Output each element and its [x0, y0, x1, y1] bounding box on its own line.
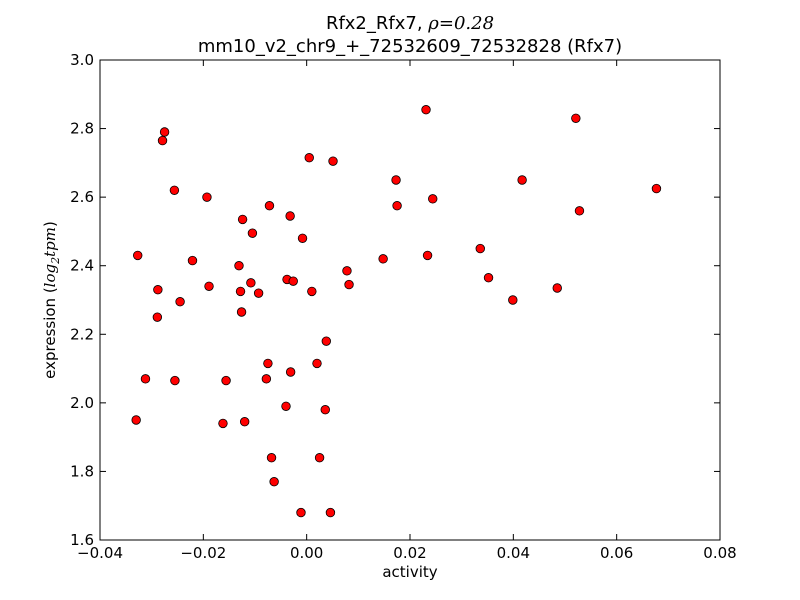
y-tick-label: 1.8 [70, 462, 94, 480]
x-tick-label: 0.08 [703, 544, 736, 562]
data-point [175, 297, 185, 307]
data-point [312, 358, 322, 369]
data-point [187, 255, 198, 266]
data-point [266, 453, 277, 463]
data-points [131, 105, 662, 518]
y-tick-label: 1.6 [70, 531, 94, 549]
y-axis-label-prefix: expression ( [41, 287, 59, 379]
data-point [235, 286, 246, 297]
data-point [320, 405, 330, 415]
data-point [152, 312, 163, 322]
data-point [421, 105, 431, 115]
data-point [328, 156, 338, 166]
chart-title: Rfx2_Rfx7, ρ=0.28 [326, 13, 494, 34]
data-point [285, 367, 296, 377]
data-point [325, 507, 336, 518]
data-point [378, 254, 388, 264]
y-axis-label-subscript: 2 [49, 257, 62, 265]
x-tick-label: 0.02 [393, 544, 426, 562]
data-point [285, 211, 295, 221]
y-tick-label: 2.0 [70, 394, 94, 412]
data-point [239, 417, 250, 427]
x-axis-label: activity [382, 563, 437, 581]
axis-ticks: −0.04 −0.02 0.00 0.02 0.04 0.06 0.08 1.6 1.8 2.0 2… [70, 51, 737, 562]
data-point [475, 243, 485, 254]
data-point [344, 279, 354, 290]
data-point [140, 374, 151, 384]
data-point [288, 276, 298, 286]
data-point [321, 336, 332, 346]
y-tick-label: 2.2 [70, 325, 94, 343]
chart-title-stat-symbol: ρ [427, 13, 439, 34]
data-point [428, 194, 438, 204]
data-point [552, 283, 562, 293]
data-point [204, 281, 214, 291]
x-tick-label: 0.00 [290, 544, 323, 562]
data-point [237, 214, 248, 225]
data-point [342, 266, 352, 276]
data-point [133, 250, 143, 261]
data-point [422, 250, 433, 261]
x-tick-label: 0.04 [497, 544, 530, 562]
data-point [221, 375, 231, 386]
x-tick-label: −0.04 [77, 544, 123, 562]
data-point [517, 175, 527, 185]
data-point [264, 201, 275, 211]
data-point [304, 153, 314, 163]
plot-area [99, 59, 721, 541]
data-point [571, 113, 581, 123]
data-point [170, 375, 180, 386]
data-point [263, 358, 273, 369]
data-point [483, 273, 494, 283]
y-axis-label: expression (log2tpm) [41, 221, 62, 379]
data-point [307, 286, 317, 297]
data-point [281, 401, 291, 411]
x-tick-label: 0.06 [600, 544, 633, 562]
data-point [157, 135, 168, 146]
y-tick-label: 2.6 [70, 188, 94, 206]
data-point [246, 278, 256, 288]
data-point [236, 307, 247, 317]
data-point [574, 206, 585, 216]
chart-subtitle: mm10_v2_chr9_+_72532609_72532828 (Rfx7) [198, 36, 622, 57]
y-axis-label-log: log [41, 264, 59, 287]
data-point [392, 201, 402, 211]
data-point [202, 192, 212, 202]
data-point [297, 233, 308, 243]
data-point [296, 507, 306, 518]
y-tick-label: 2.8 [70, 120, 94, 138]
y-axis-label-suffix: ) [41, 221, 59, 227]
data-point [218, 418, 228, 429]
data-point [169, 185, 180, 195]
data-point [159, 127, 170, 137]
data-point [247, 228, 258, 238]
y-axis-label-tpm: tpm [41, 227, 59, 257]
y-tick-label: 3.0 [70, 51, 94, 69]
data-point [234, 261, 244, 271]
data-point [314, 453, 325, 463]
x-tick-label: −0.02 [180, 544, 226, 562]
data-point [651, 183, 662, 194]
data-point [508, 295, 518, 305]
data-point [391, 175, 401, 185]
data-point [153, 285, 163, 295]
chart-title-text: Rfx2_Rfx7, [326, 13, 428, 34]
data-point [131, 415, 141, 425]
data-point [253, 288, 264, 298]
y-tick-label: 2.4 [70, 257, 94, 275]
data-point [269, 477, 279, 487]
chart-title-stat-value: =0.28 [439, 13, 494, 34]
data-point [261, 374, 272, 384]
